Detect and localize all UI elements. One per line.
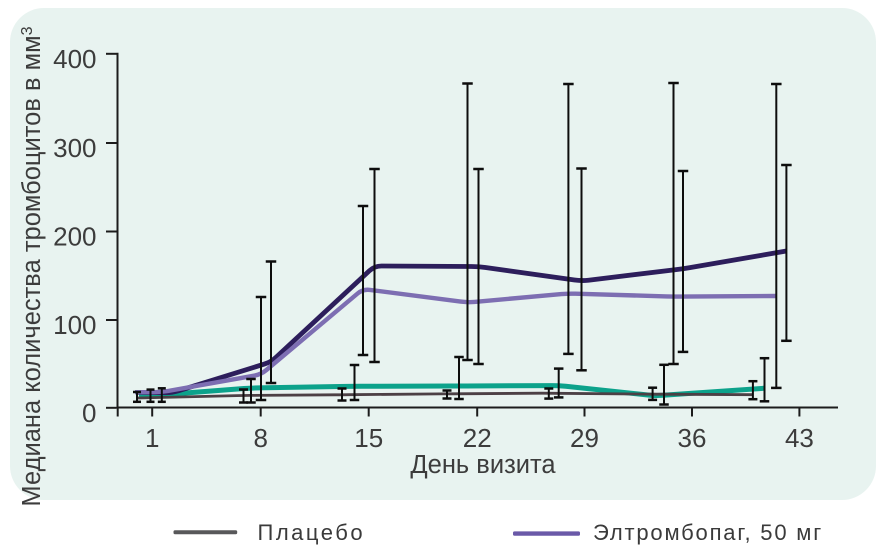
svg-text:22: 22 (463, 423, 492, 453)
svg-text:43: 43 (785, 423, 814, 453)
svg-text:36: 36 (678, 423, 707, 453)
svg-text:400: 400 (53, 44, 96, 74)
svg-text:100: 100 (53, 310, 96, 340)
svg-text:15: 15 (354, 423, 383, 453)
svg-text:29: 29 (570, 423, 599, 453)
svg-text:8: 8 (253, 423, 267, 453)
svg-text:День визита: День визита (410, 451, 556, 479)
svg-text:Плацебо: Плацебо (258, 520, 366, 545)
svg-text:300: 300 (53, 133, 96, 163)
svg-text:Медиана количества тромбоцитов: Медиана количества тромбоцитов в мм3 (18, 26, 46, 506)
svg-text:1: 1 (145, 423, 159, 453)
svg-text:0: 0 (82, 398, 96, 428)
svg-text:Элтромбопаг, 50 мг: Элтромбопаг, 50 мг (593, 520, 823, 545)
svg-text:200: 200 (53, 222, 96, 252)
